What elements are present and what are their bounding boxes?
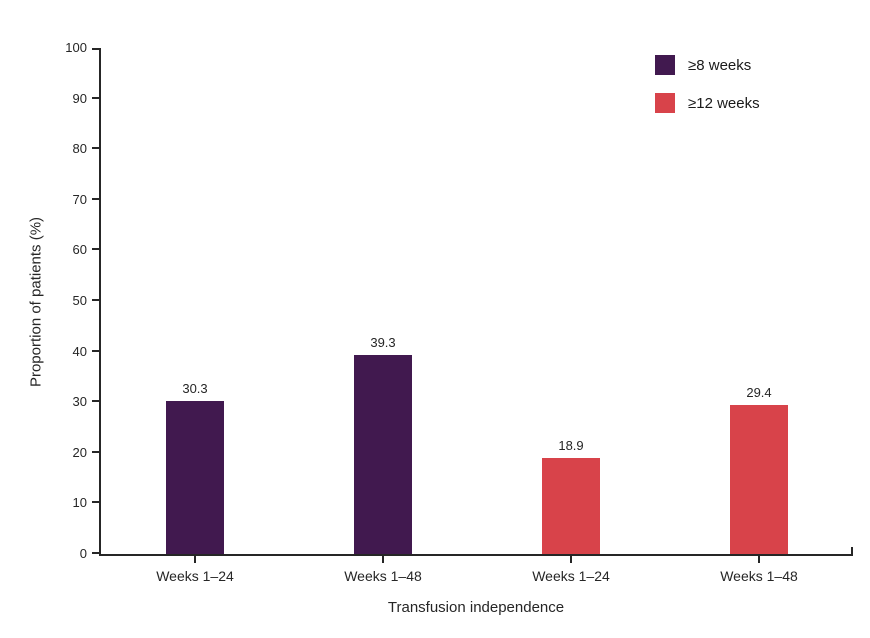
legend-item: ≥8 weeks bbox=[655, 55, 760, 75]
y-axis-tick bbox=[92, 400, 99, 402]
bar bbox=[166, 401, 224, 554]
bar bbox=[354, 355, 412, 554]
y-axis-tick-label: 0 bbox=[79, 546, 87, 561]
legend-label: ≥8 weeks bbox=[688, 56, 752, 74]
y-axis-tick bbox=[92, 198, 99, 200]
y-axis-tick bbox=[92, 147, 99, 149]
y-axis-tick-label: 40 bbox=[72, 344, 87, 359]
legend-swatch bbox=[655, 55, 675, 75]
y-axis-title: Proportion of patients (%) bbox=[27, 216, 45, 388]
y-axis-tick-label: 90 bbox=[72, 91, 87, 106]
bar-value-label: 39.3 bbox=[370, 335, 396, 350]
y-axis-tick-label: 60 bbox=[72, 242, 87, 257]
x-axis-category-label: Weeks 1–48 bbox=[344, 568, 422, 584]
x-axis-tick bbox=[570, 556, 572, 563]
y-axis-tick bbox=[92, 501, 99, 503]
x-axis-end-cap bbox=[851, 547, 853, 554]
x-axis-tick bbox=[758, 556, 760, 563]
y-axis-tick bbox=[92, 451, 99, 453]
y-axis-tick-label: 20 bbox=[72, 445, 87, 460]
y-axis-tick-label: 80 bbox=[72, 141, 87, 156]
x-axis-category-label: Weeks 1–24 bbox=[532, 568, 610, 584]
y-axis-tick-label: 10 bbox=[72, 495, 87, 510]
legend-label: ≥12 weeks bbox=[688, 94, 760, 112]
plot-area: 0 10 20 30 40 50 60 70 80 90 100 30.3 39.3 18.9 29.4 We… bbox=[65, 40, 853, 584]
x-axis-category-label: Weeks 1–24 bbox=[156, 568, 234, 584]
x-axis-tick bbox=[194, 556, 196, 563]
legend-swatch bbox=[655, 93, 675, 113]
x-axis-tick bbox=[382, 556, 384, 563]
y-axis-tick bbox=[92, 350, 99, 352]
x-axis-category-label: Weeks 1–48 bbox=[720, 568, 798, 584]
y-axis-tick-label: 70 bbox=[72, 192, 87, 207]
bar bbox=[542, 458, 600, 554]
legend-item: ≥12 weeks bbox=[655, 93, 760, 113]
y-axis-tick-label: 30 bbox=[72, 394, 87, 409]
bar-value-label: 18.9 bbox=[558, 438, 584, 453]
legend: ≥8 weeks ≥12 weeks bbox=[655, 55, 760, 131]
y-axis-tick bbox=[92, 248, 99, 250]
y-axis-tick bbox=[92, 552, 99, 554]
bar-value-label: 29.4 bbox=[746, 385, 772, 400]
y-axis-tick-label: 100 bbox=[65, 40, 87, 55]
y-axis-tick-label: 50 bbox=[72, 293, 87, 308]
y-axis-tick bbox=[92, 48, 99, 50]
y-axis-tick bbox=[92, 97, 99, 99]
x-axis-title: Transfusion independence bbox=[387, 599, 565, 616]
bar-value-label: 30.3 bbox=[182, 381, 208, 396]
bar bbox=[730, 405, 788, 554]
y-axis-tick bbox=[92, 299, 99, 301]
